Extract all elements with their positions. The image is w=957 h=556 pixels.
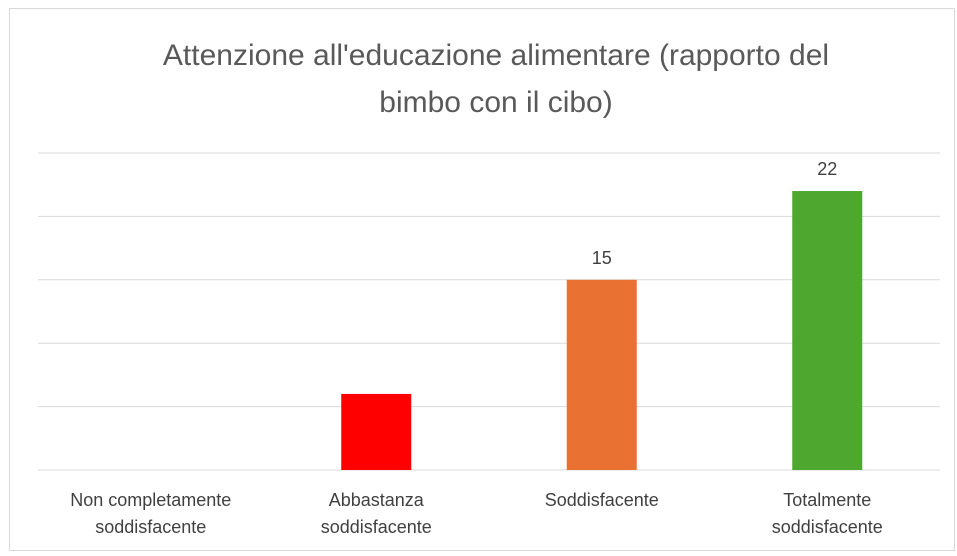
chart-title: Attenzione all'educazione alimentare (ra… <box>162 39 830 119</box>
data-label: 15 <box>592 248 612 268</box>
x-tick-label: Totalmente soddisfacente <box>771 490 883 537</box>
x-tick-label: Soddisfacente <box>544 490 659 510</box>
bar <box>792 191 863 471</box>
x-tick-label: Abbastanza soddisfacente <box>320 490 432 537</box>
data-label: 22 <box>817 159 837 179</box>
bar <box>341 393 412 470</box>
chart-frame <box>9 8 955 551</box>
x-tick-label: Non completamente soddisfacente <box>70 490 232 537</box>
bar <box>566 279 637 470</box>
